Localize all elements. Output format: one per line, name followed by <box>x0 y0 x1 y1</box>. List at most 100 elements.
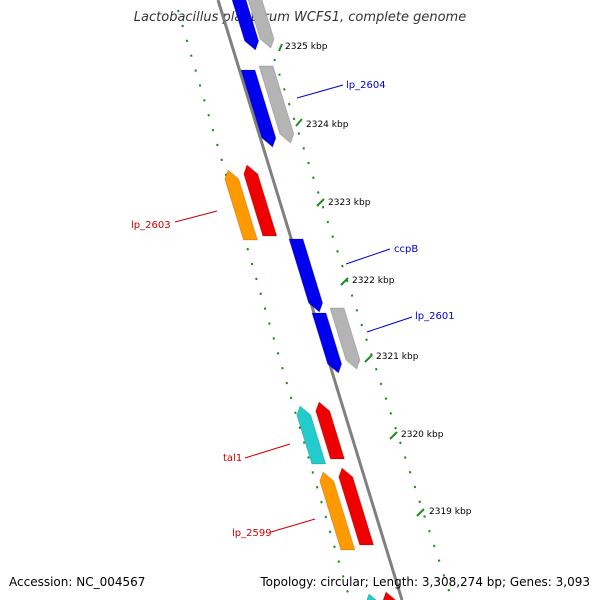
ruler-tick <box>278 43 283 52</box>
track-dot <box>399 441 402 445</box>
track-dot <box>220 158 223 162</box>
label-leader <box>174 210 218 223</box>
accession-text: Accession: NC_004567 <box>9 575 146 589</box>
ruler-label: 2319 kbp <box>429 507 472 517</box>
gene-label-lp-2601[interactable]: lp_2601 <box>415 311 455 322</box>
track-dot <box>278 73 281 77</box>
track-dot <box>255 277 258 281</box>
cds-features <box>224 0 400 600</box>
ruler-tick <box>364 354 373 363</box>
track-dot <box>307 456 310 459</box>
cds-blue-feature[interactable] <box>288 238 324 313</box>
track-dot <box>315 485 319 489</box>
track-dot <box>194 69 197 72</box>
track-dot <box>268 322 271 325</box>
track-dot <box>326 220 330 224</box>
track-dot <box>316 191 320 194</box>
cds-cyan-feature[interactable] <box>296 405 327 465</box>
track-dot <box>203 99 206 102</box>
gene-labels: lp_2604 lp_2603 ccpB lp_2601 tal1 lp_259… <box>131 80 455 539</box>
track-dot <box>324 515 328 519</box>
track-dot <box>432 544 436 548</box>
gene-label-lp-2599[interactable]: lp_2599 <box>232 528 272 539</box>
track-dot <box>302 146 305 150</box>
track-dot <box>442 574 446 577</box>
track-dot <box>389 412 393 415</box>
gene-label-lp-2604[interactable]: lp_2604 <box>346 80 386 91</box>
track-dot <box>263 307 267 311</box>
gene-label-ccpb[interactable]: ccpB <box>394 244 418 255</box>
ruler-label: 2324 kbp <box>306 120 349 130</box>
track-dot <box>437 559 441 563</box>
track-dot <box>294 411 297 415</box>
track-dot <box>198 84 202 87</box>
track-dot <box>355 308 359 312</box>
track-dot <box>273 58 276 62</box>
ruler-label: 2325 kbp <box>285 42 328 52</box>
track-dot <box>320 500 323 504</box>
track-dot <box>285 381 289 385</box>
track-dot <box>374 367 378 371</box>
cds-red-feature[interactable] <box>338 467 375 546</box>
cds-blue-feature[interactable] <box>229 0 260 51</box>
track-dot <box>216 143 219 147</box>
cds-cyan-feature[interactable] <box>366 593 383 600</box>
track-dot <box>408 470 412 474</box>
cds-gray-feature[interactable] <box>329 307 361 370</box>
cds-gray-feature[interactable] <box>258 65 295 144</box>
track-dot <box>336 250 339 253</box>
cds-blue-feature[interactable] <box>240 69 277 148</box>
label-leader <box>270 518 316 533</box>
track-dot <box>365 338 368 342</box>
map-title: Lactobacillus plantarum WCFS1, complete … <box>133 10 467 25</box>
track-dot <box>246 247 249 251</box>
label-leader <box>345 248 391 265</box>
gene-label-lp-2603[interactable]: lp_2603 <box>131 220 171 231</box>
ruler-tick <box>316 198 325 207</box>
track-dot <box>289 396 293 400</box>
track-dot <box>379 382 383 386</box>
cds-red-feature[interactable] <box>315 401 346 460</box>
track-dot <box>413 485 417 489</box>
ruler-tick <box>389 431 398 440</box>
gene-label-tal1[interactable]: tal1 <box>223 453 242 464</box>
topology-text: Topology: circular; Length: 3,308,274 bp… <box>260 575 590 589</box>
track-dot <box>346 590 349 593</box>
cds-orange-feature[interactable] <box>319 471 356 551</box>
track-dot <box>311 471 315 474</box>
track-dot <box>185 39 189 43</box>
inner-dotted-track <box>177 9 349 593</box>
track-dot <box>423 515 426 518</box>
label-leader <box>296 84 344 99</box>
track-dot <box>302 441 306 444</box>
track-dot <box>418 500 422 504</box>
track-dot <box>281 366 284 370</box>
position-ruler: 2325 kbp 2324 kbp 2323 kbp 2322 kbp 2321… <box>278 42 472 517</box>
cds-red-feature[interactable] <box>243 164 278 237</box>
track-dot <box>272 337 276 340</box>
track-dot <box>312 176 315 180</box>
track-dot <box>447 588 451 592</box>
track-dot <box>297 132 301 135</box>
track-dot <box>298 426 302 430</box>
cds-red-feature[interactable] <box>382 591 400 600</box>
track-dot <box>331 235 334 239</box>
cds-gray-feature[interactable] <box>245 0 275 49</box>
ruler-tick <box>340 277 349 286</box>
track-dot <box>341 264 344 268</box>
track-dot <box>428 529 431 533</box>
cds-orange-feature[interactable] <box>224 169 259 241</box>
track-dot <box>207 113 210 117</box>
track-dot <box>394 426 397 430</box>
track-dot <box>360 323 364 327</box>
track-dot <box>337 560 341 563</box>
track-dot <box>333 545 336 549</box>
track-dot <box>211 128 215 132</box>
cds-blue-feature[interactable] <box>311 312 343 374</box>
track-dot <box>181 24 184 28</box>
track-dot <box>287 102 291 106</box>
ruler-label: 2320 kbp <box>401 430 444 440</box>
track-dot <box>403 456 407 459</box>
